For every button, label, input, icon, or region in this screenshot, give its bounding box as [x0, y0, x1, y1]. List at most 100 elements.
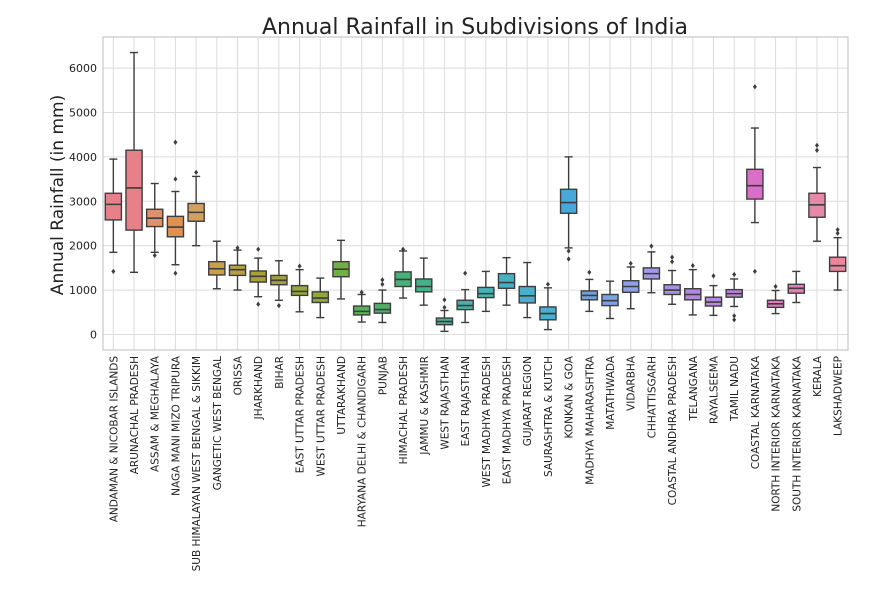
x-tick-label: ARUNACHAL PRADESH: [129, 356, 141, 474]
box-18: [456, 270, 474, 324]
x-tick-label: PUNJAB: [377, 356, 389, 395]
iqr-box: [559, 188, 578, 214]
box-35: [808, 142, 826, 242]
box-21: [518, 261, 537, 319]
x-tick-label: WEST MADHYA PRADESH: [481, 356, 493, 487]
box-34: [787, 270, 806, 304]
y-tick-label: 6000: [69, 62, 97, 75]
x-tick-label: UTTARAKHAND: [336, 356, 348, 435]
x-tick-labels: ANDAMAN & NICOBAR ISLANDS ARUNACHAL PRADE…: [108, 355, 844, 571]
box-32: [746, 84, 764, 275]
outlier-point: [587, 269, 592, 275]
box-16: [414, 257, 433, 306]
box-24: [580, 269, 599, 313]
outlier-point: [256, 301, 261, 307]
x-tick-label: CHHATTISGARH: [646, 356, 658, 438]
iqr-box: [518, 285, 537, 304]
outlier-point: [442, 304, 447, 310]
outlier-point: [835, 230, 840, 236]
outlier-point: [380, 277, 385, 283]
iqr-box: [746, 168, 764, 200]
box-33: [766, 283, 785, 315]
outlier-point: [173, 139, 178, 145]
outlier-point: [297, 263, 302, 269]
outlier-point: [194, 169, 199, 176]
x-tick-label: LAKSHADWEEP: [833, 356, 845, 436]
x-tick-label: NORTH INTERIOR KARNATAKA: [771, 355, 783, 511]
box-27: [642, 243, 661, 294]
outlier-point: [359, 289, 364, 295]
y-tick-label: 0: [90, 328, 97, 341]
box-4: [166, 139, 185, 276]
outlier-point: [752, 268, 757, 275]
x-tick-label: GUJARAT REGION: [522, 356, 534, 446]
box-1: [104, 158, 123, 275]
box-layer: [104, 51, 847, 333]
x-tick-label: ORISSA: [233, 355, 245, 395]
box-14: [373, 277, 392, 324]
box-23: [559, 156, 578, 262]
iqr-box: [104, 192, 123, 221]
outlier-point: [752, 84, 757, 90]
outlier-point: [545, 281, 550, 287]
box-30: [704, 273, 723, 317]
outlier-point: [173, 270, 178, 276]
outlier-point: [152, 252, 157, 259]
x-tick-label: HIMACHAL PRADESH: [398, 356, 410, 464]
box-8: [249, 246, 267, 307]
box-5: [187, 169, 205, 247]
x-tick-label: EAST UTTAR PRADESH: [295, 356, 307, 473]
iqr-box: [477, 286, 495, 299]
x-tick-label: TELANGANA: [688, 355, 700, 421]
iqr-box: [497, 272, 516, 289]
box-10: [290, 263, 309, 313]
box-22: [539, 281, 557, 331]
box-20: [497, 256, 516, 306]
box-36: [828, 227, 847, 291]
iqr-box: [414, 278, 433, 293]
box-28: [663, 254, 681, 305]
outlier-point: [814, 142, 819, 148]
iqr-box: [828, 256, 847, 273]
x-tick-label: WEST RAJASTHAN: [439, 356, 451, 450]
outlier-point: [173, 176, 178, 182]
outlier-point: [732, 313, 737, 319]
outlier-point: [276, 303, 281, 309]
iqr-box: [373, 302, 392, 314]
outlier-point: [670, 259, 675, 265]
box-6: [208, 240, 226, 290]
x-tick-label: GANGETIC WEST BENGAL: [212, 356, 224, 491]
x-tick-label: HARYANA DELHI & CHANDIGARH: [357, 356, 369, 527]
x-tick-label: ASSAM & MEGHALAYA: [150, 355, 162, 472]
box-12: [332, 239, 350, 300]
box-2: [125, 51, 143, 274]
outlier-point: [401, 246, 406, 252]
x-tick-label: ANDAMAN & NICOBAR ISLANDS: [108, 356, 120, 523]
x-tick-label: SOUTH INTERIOR KARNATAKA: [791, 355, 803, 511]
box-19: [477, 270, 495, 313]
box-25: [601, 280, 619, 320]
outlier-point: [690, 263, 695, 269]
box-7: [228, 245, 247, 291]
chart-title: Annual Rainfall in Subdivisions of India: [262, 15, 688, 40]
x-tick-label: EAST RAJASTHAN: [460, 356, 472, 446]
iqr-box: [125, 149, 143, 231]
box-11: [311, 277, 330, 319]
box-26: [621, 260, 640, 310]
outlier-point: [835, 227, 840, 233]
x-tick-label: KERALA: [812, 355, 824, 397]
outlier-point: [814, 147, 819, 153]
x-tick-label: COASTAL ANDHRA PRADESH: [667, 356, 679, 505]
outlier-point: [649, 243, 654, 249]
x-tick-label: COASTAL KARNATAKA: [750, 355, 762, 469]
outlier-point: [711, 273, 716, 279]
y-axis-label: Annual Rainfall (in mm): [48, 95, 68, 295]
box-13: [352, 289, 371, 323]
iqr-box: [311, 291, 330, 304]
outlier-point: [628, 260, 633, 267]
x-tick-label: RAYALSEEMA: [708, 355, 720, 424]
outlier-point: [566, 256, 571, 262]
outlier-point: [670, 254, 675, 260]
outlier-point: [566, 248, 571, 254]
